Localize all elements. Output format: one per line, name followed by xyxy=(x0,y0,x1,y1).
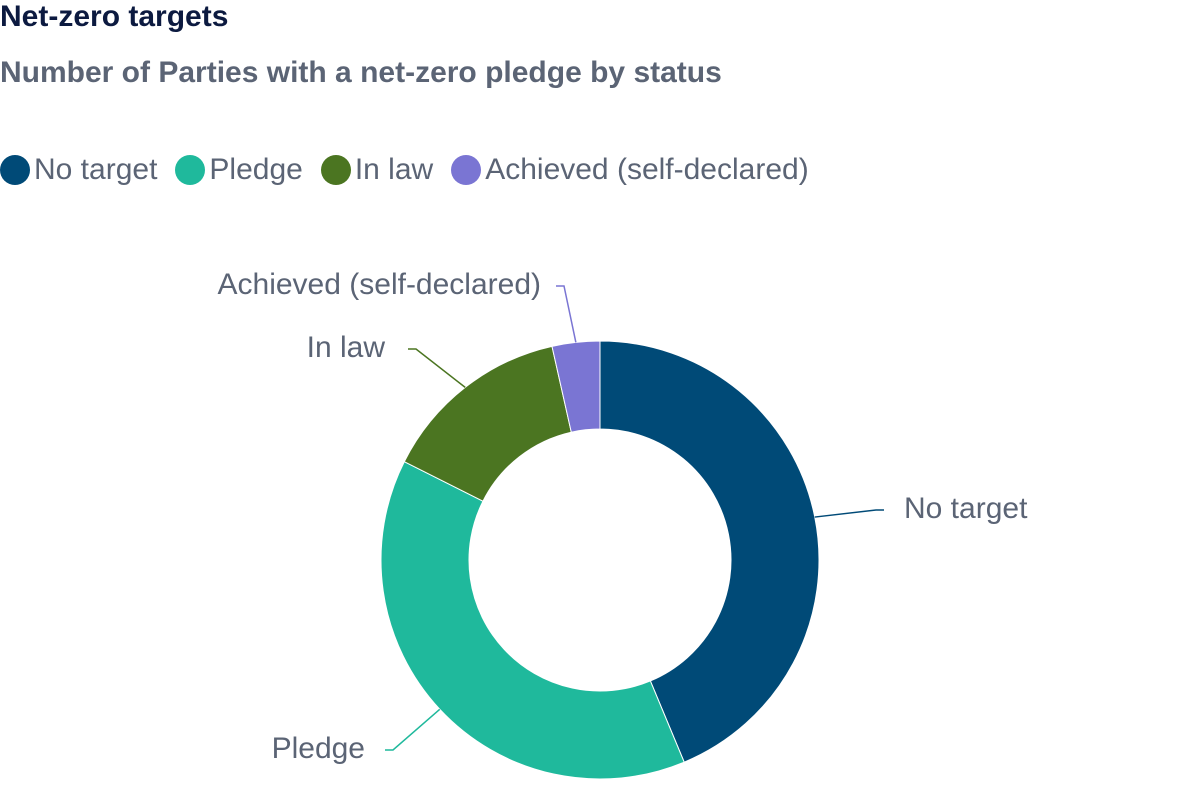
slice-label-pledge: Pledge xyxy=(272,732,365,765)
slice-label-no-target: No target xyxy=(904,492,1028,525)
legend-item-no-target[interactable]: No target xyxy=(0,153,157,187)
chart-subtitle: Number of Parties with a net-zero pledge… xyxy=(0,56,722,89)
legend: No target Pledge In law Achieved (self-decl… xyxy=(0,152,827,188)
legend-item-pledge[interactable]: Pledge xyxy=(175,153,303,187)
donut-slice-pledge[interactable] xyxy=(380,460,685,780)
connector-in-law xyxy=(408,348,466,388)
slice-label-in-law: In law xyxy=(307,331,386,364)
donut-slice-achieved-self-declared[interactable] xyxy=(551,340,601,433)
donut-slice-no-target[interactable] xyxy=(599,340,820,763)
connector-no-target xyxy=(814,509,884,518)
legend-item-in-law[interactable]: In law xyxy=(320,153,434,187)
legend-label-pledge: Pledge xyxy=(209,153,303,186)
legend-item-achieved-self-declared[interactable]: Achieved (self-declared) xyxy=(451,153,809,187)
connector-achieved-self-declared xyxy=(556,285,577,343)
slice-label-achieved-self-declared: Achieved (self-declared) xyxy=(218,268,541,301)
legend-label-no-target: No target xyxy=(34,153,158,186)
legend-swatch-achieved-self-declared xyxy=(451,155,482,185)
connector-pledge xyxy=(385,708,441,751)
legend-swatch-no-target xyxy=(0,155,30,185)
legend-label-achieved-self-declared: Achieved (self-declared) xyxy=(485,153,809,186)
legend-label-in-law: In law xyxy=(354,153,434,186)
legend-swatch-pledge xyxy=(175,155,206,185)
legend-swatch-in-law xyxy=(320,155,351,185)
chart-title: Net-zero targets xyxy=(0,0,229,33)
